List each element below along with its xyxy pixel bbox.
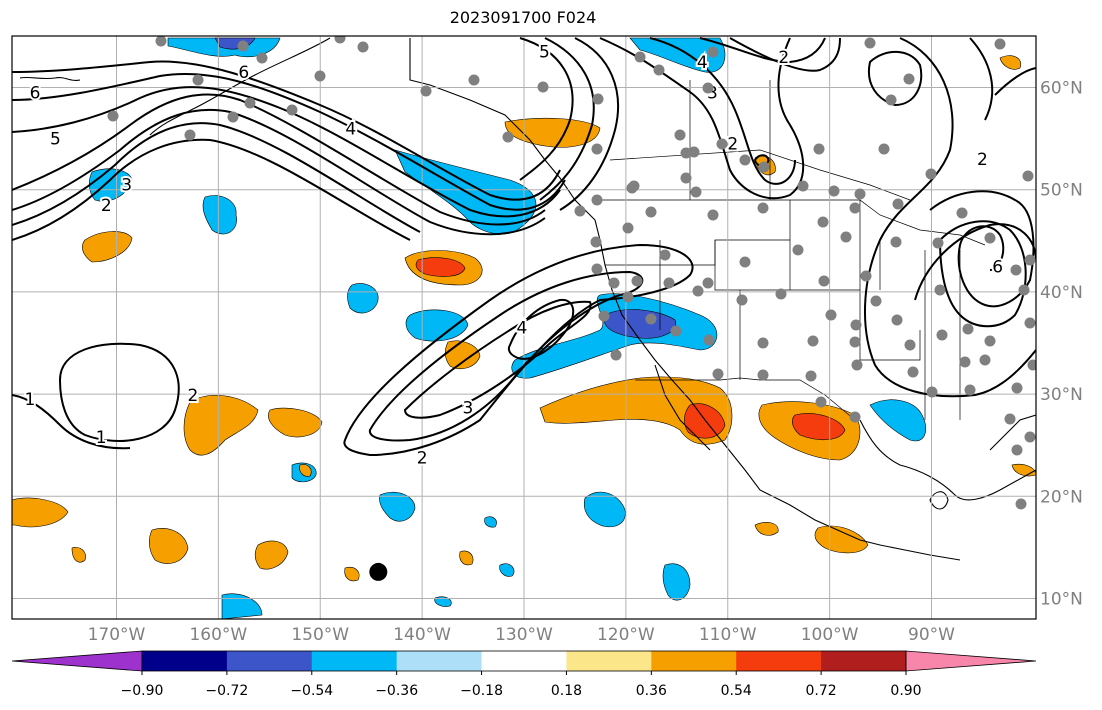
- map-title: 2023091700 F024: [449, 8, 597, 27]
- lat-tick-label: 50°N: [1040, 181, 1083, 201]
- colorbar-segment: [481, 651, 567, 671]
- contour-label: 2: [1059, 329, 1070, 349]
- contour-label: 4: [517, 319, 528, 339]
- colorbar-tick-label: 0.18: [551, 683, 582, 699]
- lon-tick-label: 90°W: [908, 625, 955, 645]
- colorbar-tick-label: 0.54: [721, 683, 752, 699]
- contour-label: 3: [463, 398, 474, 418]
- contour-label: 2: [187, 386, 198, 406]
- contour-label: 2: [727, 135, 738, 155]
- contour-label: 6: [992, 257, 1003, 277]
- colorbar-segment: [142, 651, 228, 671]
- contour-label: 2: [778, 48, 789, 68]
- colorbar-tick-label: 0.90: [890, 683, 921, 699]
- lat-tick-label: 20°N: [1040, 487, 1083, 507]
- colorbar-tick-label: 0.36: [636, 683, 667, 699]
- colorbar-segment: [821, 651, 907, 671]
- colorbar-tick-label: −0.18: [460, 683, 503, 699]
- contour-label: 2: [417, 448, 428, 468]
- map-gridlines: [12, 36, 1036, 619]
- colorbar-tick-label: 0.72: [806, 683, 837, 699]
- colorbar-tick-label: −0.54: [290, 683, 333, 699]
- station-markers: [107, 36, 1036, 510]
- contour-label: 3: [121, 176, 132, 196]
- colorbar-tick-label: −0.90: [121, 683, 164, 699]
- contour-label: 5: [539, 43, 550, 63]
- lon-tick-label: 100°W: [801, 625, 859, 645]
- contour-label: 2: [101, 196, 112, 216]
- lat-tick-label: 40°N: [1040, 283, 1083, 303]
- colorbar-segment: [396, 651, 483, 671]
- latitude-ticks: 60°N 50°N 40°N 30°N 20°N 10°N: [1040, 79, 1083, 610]
- colorbar-segment: [226, 651, 313, 671]
- contour-label: 6: [238, 63, 249, 83]
- black-dot-marker: [369, 562, 388, 581]
- longitude-ticks: 170°W 160°W 150°W 140°W 130°W 120°W 110°W 100°W…: [88, 625, 956, 645]
- colorbar-outline: [141, 650, 907, 672]
- contour-label: 2: [977, 150, 988, 170]
- map-frame: [11, 35, 1037, 620]
- colorbar-tick-label: −0.36: [375, 683, 418, 699]
- contour-label: 4: [345, 119, 356, 139]
- lat-tick-label: 60°N: [1040, 79, 1083, 99]
- colorbar-segment: [736, 651, 822, 671]
- colorbar-max-extend: [905, 650, 1037, 672]
- colorbar-tick-labels: −0.90 −0.72 −0.54 −0.36 −0.18 0.18 0.36 0.54 0.7…: [121, 671, 922, 699]
- colorbar-min-extend: [11, 650, 143, 672]
- colorbar-tick-label: −0.72: [205, 683, 248, 699]
- colorbar: [11, 650, 1037, 672]
- lon-tick-label: 140°W: [393, 625, 451, 645]
- contour-label: 5: [50, 130, 61, 150]
- lon-tick-label: 120°W: [597, 625, 655, 645]
- lon-tick-label: 130°W: [495, 625, 553, 645]
- contour-label: 6: [30, 84, 41, 104]
- colorbar-segment: [566, 651, 652, 671]
- lon-tick-label: 170°W: [88, 625, 146, 645]
- lon-tick-label: 110°W: [699, 625, 757, 645]
- lat-tick-label: 10°N: [1040, 590, 1083, 610]
- contour-label: 1: [96, 428, 107, 448]
- contour-label: 4: [1053, 242, 1064, 262]
- colorbar-segment: [311, 651, 398, 671]
- contour-label: 1: [24, 390, 35, 410]
- contour-label: 4: [697, 53, 708, 73]
- lon-tick-label: 160°W: [189, 625, 247, 645]
- colorbar-segment: [651, 651, 737, 671]
- lat-tick-label: 30°N: [1040, 385, 1083, 405]
- lon-tick-label: 150°W: [291, 625, 349, 645]
